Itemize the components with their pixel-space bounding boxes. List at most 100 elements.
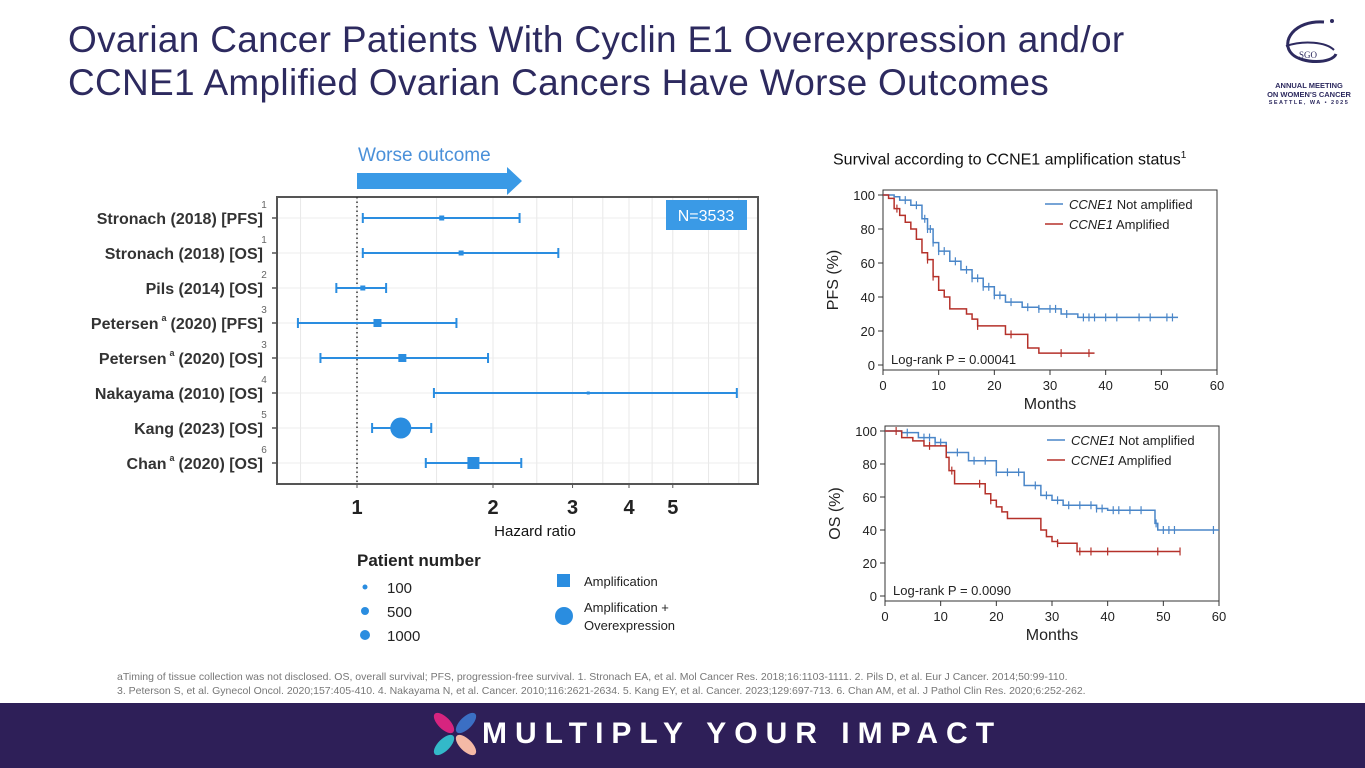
slide-title: Ovarian Cancer Patients With Cyclin E1 O…: [68, 18, 1125, 104]
x-tick-label: 40: [1098, 378, 1112, 393]
legend-type-label: Amplification +: [584, 600, 669, 615]
km-title: Survival according to CCNE1 amplificatio…: [833, 150, 1186, 169]
study-sup: a: [170, 453, 176, 463]
km-title-text: Survival according to CCNE1 amplificatio…: [833, 151, 1181, 169]
logrank-annotation: Log-rank P = 0.0090: [893, 583, 1011, 598]
study-ref: 2: [261, 270, 267, 281]
study-ref: 1: [261, 200, 267, 211]
hr-point-square: [467, 457, 480, 469]
legend-italic: CCNE1: [1069, 197, 1113, 212]
logo-line3: SEATTLE, WA • 2025: [1268, 100, 1350, 106]
y-tick-label: 0: [868, 358, 875, 373]
n-badge-text: N=3533: [678, 208, 735, 225]
legend-rest: Amplified: [1115, 453, 1171, 468]
legend-label: CCNE1 Amplified: [1071, 453, 1171, 468]
legend-type-label: Overexpression: [584, 618, 675, 633]
x-tick-label: 1: [351, 497, 362, 519]
forest-title: Worse outcome: [358, 145, 491, 166]
forest-legend: Patient number 100 500 1000 Amplification Amp…: [357, 551, 675, 645]
forest-plot: Worse outcome Stronach (2018) [PFS]1Stro…: [91, 145, 759, 645]
pfs-km-chart: 0 20 40 60 80 100 0 10 20 30 40 50 60 Months PFS (%) CC…: [825, 188, 1224, 413]
x-tick-label: 4: [623, 497, 635, 519]
y-axis-label: PFS (%): [825, 250, 842, 310]
plot-frame: [276, 196, 759, 485]
y-tick-label: 60: [861, 256, 875, 271]
footer-slogan: MULTIPLY YOUR IMPACT: [482, 717, 1003, 750]
y-tick-label: 40: [861, 290, 875, 305]
study-ref: 6: [261, 445, 267, 456]
y-tick-label: 0: [870, 589, 877, 604]
study-name: Kang (2023) [OS]: [134, 421, 263, 438]
x-tick-label: 50: [1156, 609, 1170, 624]
os-km-chart: 0 20 40 60 80 100 0 10 20 30 40 50 60 Months OS (%) CCN…: [827, 424, 1226, 644]
study-ref: 4: [261, 375, 267, 386]
y-tick-label: 100: [853, 188, 875, 203]
legend-size-dot: [360, 630, 370, 640]
study-label: Stronach (2018) [OS]: [105, 246, 263, 263]
study-label: Petersen a (2020) [PFS]: [91, 313, 263, 333]
study-sup: a: [170, 348, 176, 358]
x-tick-label: 60: [1210, 378, 1224, 393]
legend-square-icon: [557, 574, 570, 587]
study-name: Nakayama (2010) [OS]: [95, 386, 263, 403]
footnote: aTiming of tissue collection was not dis…: [117, 670, 1086, 698]
hr-point-square: [398, 354, 407, 362]
legend-italic: CCNE1: [1071, 453, 1115, 468]
x-tick-label: 0: [879, 378, 886, 393]
legend-label: CCNE1 Not amplified: [1069, 197, 1193, 212]
legend-size-label: 1000: [387, 628, 420, 645]
hr-point-square: [586, 391, 590, 395]
x-tick-label: 30: [1045, 609, 1059, 624]
x-tick-label: 20: [989, 609, 1003, 624]
x-tick-label: 3: [567, 497, 578, 519]
sgo-emblem-icon: SGO: [1285, 19, 1338, 63]
study-ref: 5: [261, 410, 267, 421]
legend-type-label: Amplification: [584, 574, 658, 589]
logrank-annotation: Log-rank P = 0.00041: [891, 352, 1016, 367]
y-tick-label: 20: [863, 556, 877, 571]
y-tick-label: 60: [863, 490, 877, 505]
study-ref: 3: [261, 305, 267, 316]
x-tick-label: 2: [487, 497, 498, 519]
legend-rest: Not amplified: [1113, 197, 1192, 212]
x-tick-label: 10: [933, 609, 947, 624]
study-label: Pils (2014) [OS]: [146, 281, 263, 298]
y-tick-label: 20: [861, 324, 875, 339]
y-tick-label: 100: [855, 424, 877, 439]
study-name: Pils (2014) [OS]: [146, 281, 263, 298]
study-ref: 3: [261, 340, 267, 351]
slide-title-line1: Ovarian Cancer Patients With Cyclin E1 O…: [68, 19, 1125, 60]
x-tick-label: 5: [667, 497, 678, 519]
x-tick-label: 30: [1043, 378, 1057, 393]
study-label: Nakayama (2010) [OS]: [95, 386, 263, 403]
legend-label: CCNE1 Not amplified: [1071, 433, 1195, 448]
forest-xlabel: Hazard ratio: [494, 523, 576, 540]
legend-rest: Amplified: [1113, 217, 1169, 232]
multiply-logo-icon: [433, 712, 477, 756]
study-tail: (2020) [OS]: [179, 351, 263, 368]
km-curve: [883, 194, 1095, 354]
legend-italic: CCNE1: [1071, 433, 1115, 448]
legend-title: Patient number: [357, 551, 481, 570]
hr-point-square: [458, 250, 464, 256]
x-axis-label: Months: [1024, 396, 1076, 413]
study-label: Stronach (2018) [PFS]: [97, 211, 263, 228]
study-tail: (2020) [PFS]: [171, 316, 263, 333]
km-frame: [884, 425, 1220, 602]
logo-text: SGO: [1299, 50, 1318, 60]
study-label: Chan a (2020) [OS]: [127, 453, 263, 473]
study-name: Petersen: [99, 351, 167, 368]
legend-label: CCNE1 Amplified: [1069, 217, 1169, 232]
legend-italic: CCNE1: [1069, 217, 1113, 232]
hr-point-square: [373, 319, 382, 327]
legend-size-dot: [362, 584, 368, 590]
logo-line1: ANNUAL MEETING: [1275, 81, 1343, 90]
y-tick-label: 40: [863, 523, 877, 538]
sgo-logo: SGO ANNUAL MEETING ON WOMEN'S CANCER SEA…: [1256, 16, 1362, 108]
n-badge: [666, 200, 747, 230]
hr-point-square: [439, 215, 445, 221]
km-title-sup: 1: [1180, 150, 1187, 161]
legend-rest: Not amplified: [1115, 433, 1194, 448]
legend-circle-icon: [555, 607, 573, 625]
